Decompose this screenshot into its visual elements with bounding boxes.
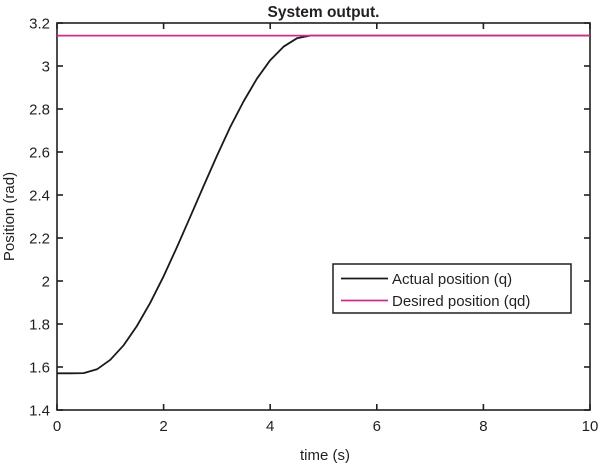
- x-tick-labels: 0 2 4 6 8 10: [53, 418, 599, 435]
- x-tick-label: 10: [582, 418, 599, 435]
- y-axis-label: Position (rad): [1, 172, 18, 261]
- y-tick-label: 2.8: [29, 102, 50, 119]
- y-tick-labels: 1.4 1.6 1.8 2 2.2 2.4 2.6 2.8 3 3.2: [29, 16, 50, 420]
- y-tick-label: 1.6: [29, 360, 50, 377]
- y-tick-label: 2.2: [29, 231, 50, 248]
- y-tick-label: 3: [42, 59, 50, 76]
- legend[interactable]: Actual position (q) Desired position (qd…: [332, 263, 572, 314]
- y-tick-label: 1.4: [29, 403, 50, 420]
- legend-label-desired: Desired position (qd): [392, 293, 530, 310]
- y-tick-label: 2.6: [29, 145, 50, 162]
- x-tick-label: 2: [159, 418, 167, 435]
- y-tick-label: 2: [42, 274, 50, 291]
- legend-label-actual: Actual position (q): [392, 271, 512, 288]
- chart-title: System output.: [268, 4, 380, 21]
- x-axis-label: time (s): [300, 447, 350, 464]
- x-tick-label: 0: [53, 418, 61, 435]
- y-tick-label: 2.4: [29, 188, 50, 205]
- x-tick-label: 4: [266, 418, 274, 435]
- y-ticks: [57, 22, 590, 411]
- x-tick-label: 8: [479, 418, 487, 435]
- x-ticks: [56, 23, 591, 410]
- x-tick-label: 6: [373, 418, 381, 435]
- y-tick-label: 1.8: [29, 317, 50, 334]
- y-tick-label: 3.2: [29, 16, 50, 33]
- plot-box: [56, 22, 591, 411]
- legend-box: [332, 263, 572, 314]
